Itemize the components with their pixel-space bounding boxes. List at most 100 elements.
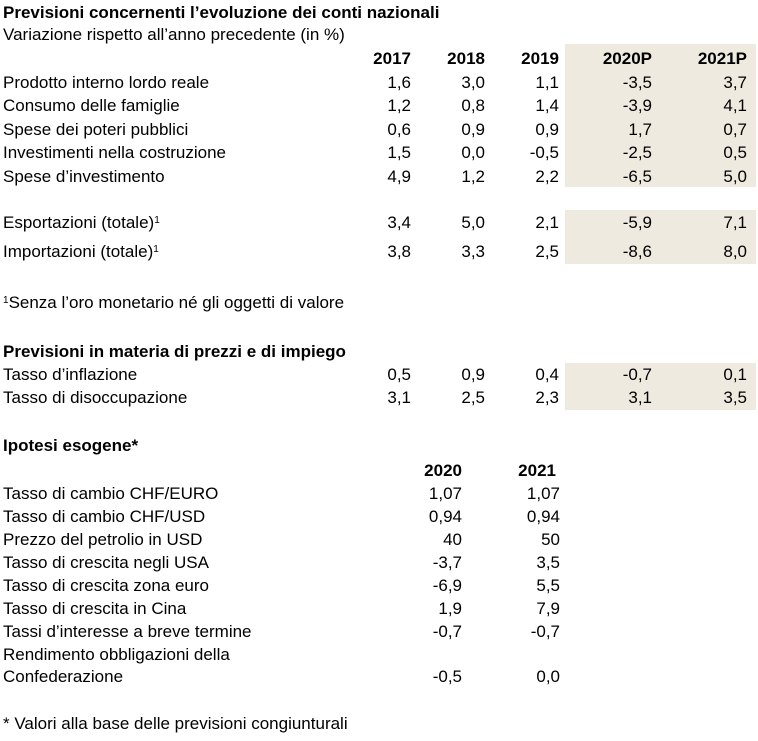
last-row-label-line1: Rendimento obbligazioni della xyxy=(3,645,230,664)
table-cell: 0,94 xyxy=(428,507,462,526)
table-cell: 0,0 xyxy=(461,143,485,162)
table-cell: 3,4 xyxy=(387,213,411,232)
last-row-label-line2: Confederazione xyxy=(3,667,124,686)
table-cell: 0,5 xyxy=(723,143,747,162)
table-cell: 1,6 xyxy=(387,73,411,92)
table-cell: -0,7 xyxy=(432,622,462,641)
row-label: Tassi d’interesse a breve termine xyxy=(3,622,252,641)
table-cell: 0,5 xyxy=(387,365,411,384)
row-label: Esportazioni (totale)1 xyxy=(3,213,160,233)
section1-subtitle: Variazione rispetto all’anno precedente … xyxy=(3,25,345,44)
row-label: Tasso di cambio CHF/EURO xyxy=(3,484,219,503)
table-cell: 2,5 xyxy=(461,388,485,407)
table-cell: 5,0 xyxy=(461,213,485,232)
table-cell: -2,5 xyxy=(622,143,652,162)
table-cell: 0,8 xyxy=(461,96,485,115)
row-label: Tasso di disoccupazione xyxy=(3,388,188,407)
row-label: Tasso di crescita negli USA xyxy=(3,553,209,572)
row-label: Tasso di cambio CHF/USD xyxy=(3,507,206,526)
col-header-2021p: 2021P xyxy=(697,49,747,68)
row-label: Spese dei poteri pubblici xyxy=(3,120,188,140)
table-cell: 2,1 xyxy=(535,213,559,232)
row-label-text: Spese dei poteri pubblici xyxy=(3,120,189,139)
table-cell: 1,07 xyxy=(526,484,560,503)
table-cell: 2,5 xyxy=(535,242,559,261)
table-cell: 0,4 xyxy=(535,365,559,384)
table-cell: 1,9 xyxy=(438,599,462,618)
table-cell: 8,0 xyxy=(723,242,747,261)
section1-footnote: 1Senza l’oro monetario né gli oggetti di… xyxy=(3,293,344,313)
forecast-shade-trade xyxy=(565,210,756,264)
table-cell: 1,2 xyxy=(387,96,411,115)
table-cell: 0,6 xyxy=(387,120,411,139)
table-cell: 1,5 xyxy=(387,143,411,162)
row-label-text: Importazioni (totale) xyxy=(3,242,154,261)
table-cell: 3,3 xyxy=(461,242,485,261)
table-cell: 3,7 xyxy=(723,73,747,92)
table-cell: 7,1 xyxy=(723,213,747,232)
last-row-value-2020: -0,5 xyxy=(432,667,462,686)
row-label: Prodotto interno lordo reale xyxy=(3,73,209,93)
row-label: Tasso d’inflazione xyxy=(3,365,138,384)
col-header-2019: 2019 xyxy=(521,49,559,68)
table-cell: 7,9 xyxy=(536,599,560,618)
table-cell: 1,4 xyxy=(535,96,559,115)
table-cell: 40 xyxy=(443,530,462,549)
forecast-shade-prices xyxy=(565,363,756,410)
table-cell: 3,1 xyxy=(387,388,411,407)
section2-title: Previsioni in materia di prezzi e di imp… xyxy=(3,342,346,361)
row-label-text: Spese d’investimento xyxy=(3,167,165,186)
section3-title: Ipotesi esogene* xyxy=(3,436,139,455)
col-header-2021: 2021 xyxy=(518,461,556,480)
table-cell: 3,1 xyxy=(628,388,652,407)
table-cell: 2,3 xyxy=(535,388,559,407)
table-cell: -6,5 xyxy=(622,167,652,186)
table-cell: 3,0 xyxy=(461,73,485,92)
table-cell: 5,5 xyxy=(536,576,560,595)
row-label: Tasso di crescita zona euro xyxy=(3,576,209,595)
table-cell: 1,1 xyxy=(535,73,559,92)
table-cell: 0,9 xyxy=(461,365,485,384)
forecast-shade-main xyxy=(565,44,756,187)
table-cell: 0,94 xyxy=(526,507,560,526)
footnote-ref: 1 xyxy=(154,215,160,226)
table-cell: 0,9 xyxy=(461,120,485,139)
table-cell: 1,7 xyxy=(628,120,652,139)
table-cell: -0,5 xyxy=(529,143,559,162)
table-cell: -3,5 xyxy=(622,73,652,92)
footnote-text: Senza l’oro monetario né gli oggetti di … xyxy=(8,293,345,312)
table-cell: 0,9 xyxy=(535,120,559,139)
row-label: Prezzo del petrolio in USD xyxy=(3,530,203,549)
table-cell: 0,1 xyxy=(723,365,747,384)
col-header-2020p: 2020P xyxy=(602,49,652,68)
footnote-mark: 1 xyxy=(3,295,9,306)
table-cell: -3,9 xyxy=(622,96,652,115)
col-header-2017: 2017 xyxy=(373,49,411,68)
section1-title: Previsioni concernenti l’evoluzione dei … xyxy=(3,3,440,22)
table-cell: 5,0 xyxy=(723,167,747,186)
table-cell: 4,1 xyxy=(723,96,747,115)
last-row-value-2021: 0,0 xyxy=(536,667,560,686)
footnote-ref: 1 xyxy=(153,244,159,255)
row-label: Spese d’investimento xyxy=(3,167,165,187)
table-cell: 50 xyxy=(541,530,560,549)
row-label: Investimenti nella costruzione xyxy=(3,143,226,163)
row-label-text: Esportazioni (totale) xyxy=(3,213,155,232)
row-label: Consumo delle famiglie xyxy=(3,96,180,116)
col-header-2020: 2020 xyxy=(424,461,462,480)
table-cell: 3,8 xyxy=(387,242,411,261)
row-label-text: Prodotto interno lordo reale xyxy=(3,73,210,92)
table-cell: 2,2 xyxy=(535,167,559,186)
table-cell: -5,9 xyxy=(622,213,652,232)
table-cell: -3,7 xyxy=(432,553,462,572)
table-cell: 1,2 xyxy=(461,167,485,186)
table-cell: -0,7 xyxy=(530,622,560,641)
table-cell: -8,6 xyxy=(622,242,652,261)
row-label-text: Investimenti nella costruzione xyxy=(3,143,227,162)
table-cell: 4,9 xyxy=(387,167,411,186)
col-header-2018: 2018 xyxy=(447,49,485,68)
table-cell: -0,7 xyxy=(622,365,652,384)
table-cell: 3,5 xyxy=(723,388,747,407)
row-label: Tasso di crescita in Cina xyxy=(3,599,187,618)
table-cell: 1,07 xyxy=(428,484,462,503)
